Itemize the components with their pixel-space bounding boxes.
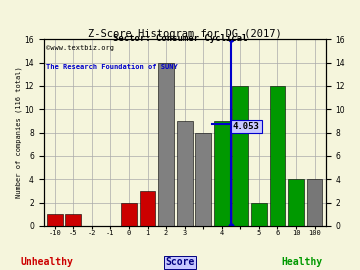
Bar <box>66 214 81 226</box>
Bar <box>177 121 193 226</box>
Bar <box>158 63 174 226</box>
Text: The Research Foundation of SUNY: The Research Foundation of SUNY <box>46 63 178 70</box>
Y-axis label: Number of companies (116 total): Number of companies (116 total) <box>15 67 22 198</box>
Bar <box>288 179 304 226</box>
Bar <box>270 86 285 226</box>
Bar <box>195 133 211 226</box>
Bar <box>307 179 323 226</box>
Bar <box>140 191 156 226</box>
Title: Z-Score Histogram for DG (2017): Z-Score Histogram for DG (2017) <box>88 29 282 39</box>
Text: Score: Score <box>165 257 195 267</box>
Text: Unhealthy: Unhealthy <box>21 257 73 267</box>
Text: 4.053: 4.053 <box>233 122 260 131</box>
Bar <box>121 202 137 226</box>
Text: ©www.textbiz.org: ©www.textbiz.org <box>46 45 114 51</box>
Bar <box>47 214 63 226</box>
Bar <box>233 86 248 226</box>
Text: Healthy: Healthy <box>282 257 323 267</box>
Bar <box>251 202 267 226</box>
Bar <box>214 121 230 226</box>
Text: Sector: Consumer Cyclical: Sector: Consumer Cyclical <box>113 34 247 43</box>
